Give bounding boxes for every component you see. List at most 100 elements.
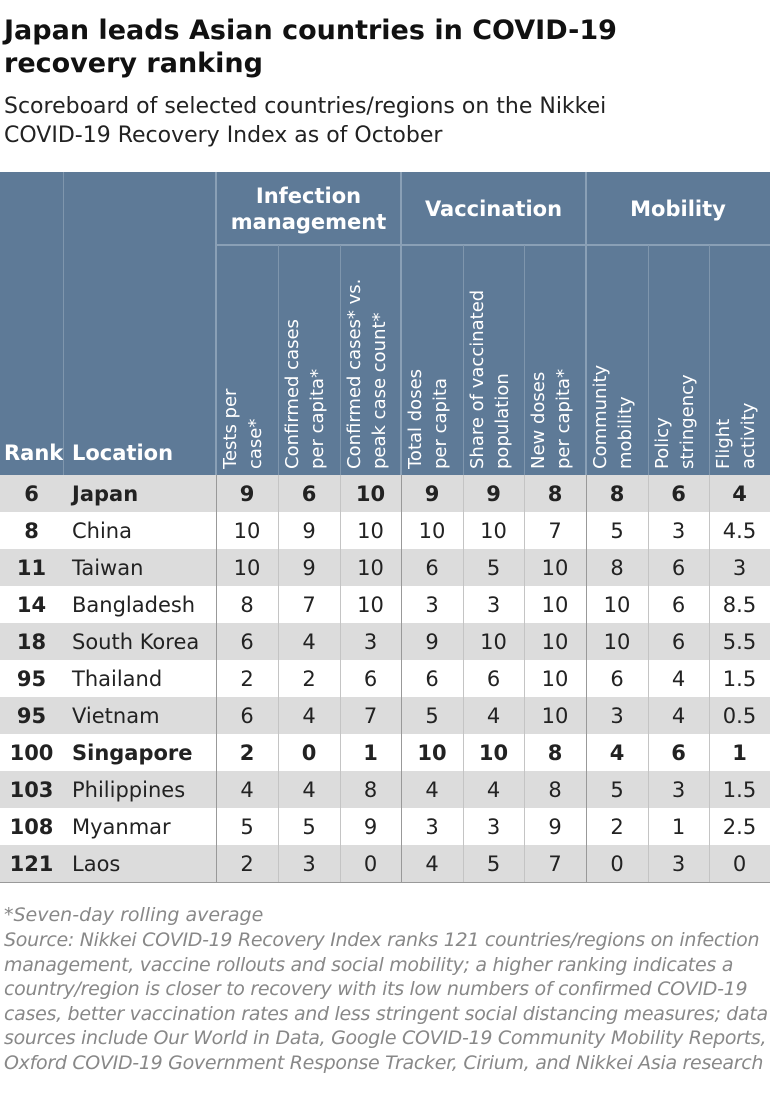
score-cell: 10: [541, 555, 569, 580]
score-cell: 6: [425, 666, 439, 691]
score-cell: 9: [302, 518, 316, 543]
rank-cell: 108: [9, 814, 54, 839]
score-cell: 6: [240, 703, 254, 728]
score-cell: 2: [240, 851, 254, 876]
score-cell: 10: [478, 740, 509, 765]
body-separator: [524, 475, 525, 882]
score-cell: 5: [240, 814, 254, 839]
score-cell: 10: [480, 629, 507, 654]
score-cell: 3: [671, 777, 686, 802]
column-header: activity: [738, 402, 759, 469]
score-cell: 5: [610, 518, 624, 543]
score-cell: 10: [541, 666, 569, 691]
group-header: Infection management: [230, 183, 387, 234]
row-bg: [0, 734, 770, 771]
score-cell: 0: [610, 851, 624, 876]
row-bg: [0, 771, 770, 808]
score-cell: 9: [239, 481, 255, 506]
column-separator: [524, 245, 525, 475]
score-cell: 1.5: [722, 666, 757, 691]
group-separator: [215, 172, 217, 475]
score-cell: 3: [425, 592, 439, 617]
score-cell: 3: [486, 592, 501, 617]
score-cell: 10: [603, 629, 631, 654]
title: Japan leads Asian countries in COVID-19 …: [4, 15, 617, 79]
column-separator: [463, 245, 464, 475]
score-cell: 2: [302, 666, 316, 691]
rank-cell: 100: [9, 740, 54, 765]
score-cell: 9: [363, 814, 378, 839]
score-cell: 10: [417, 740, 447, 765]
score-cell: 2: [610, 814, 624, 839]
score-cell: 6: [671, 629, 686, 654]
score-cell: 10: [541, 592, 569, 617]
score-cell: 8: [547, 481, 563, 506]
column-header: Share of vaccinated: [467, 289, 488, 469]
score-cell: 3: [302, 851, 316, 876]
rank-cell: 8: [24, 518, 39, 543]
score-cell: 6: [425, 555, 439, 580]
score-cell: 5: [302, 814, 316, 839]
score-cell: 4: [486, 777, 501, 802]
score-cell: 6: [671, 592, 686, 617]
column-header: Tests per: [220, 388, 241, 469]
score-cell: 6: [610, 666, 624, 691]
row-bg: [0, 549, 770, 586]
score-cell: 8: [547, 740, 563, 765]
score-cell: 3: [610, 703, 624, 728]
body-separator: [278, 475, 279, 882]
score-cell: 3: [671, 518, 686, 543]
rank-cell: 95: [16, 666, 47, 691]
score-cell: 5: [425, 703, 439, 728]
score-cell: 9: [486, 481, 501, 506]
score-cell: 4: [732, 481, 747, 506]
column-header: New doses: [528, 371, 549, 469]
table-bottom: [0, 882, 770, 883]
group-divider: [216, 244, 401, 246]
group-divider: [401, 244, 586, 246]
score-cell: 9: [548, 814, 562, 839]
location-cell: Thailand: [72, 666, 163, 691]
row-bg: [0, 845, 770, 882]
group-separator: [585, 172, 587, 475]
score-cell: 8: [609, 481, 625, 506]
score-cell: 8: [363, 777, 378, 802]
column-header: Total doses: [405, 368, 426, 469]
score-cell: 4: [302, 629, 316, 654]
column-separator: [278, 245, 279, 475]
row-bg: [0, 697, 770, 734]
score-cell: 0: [732, 851, 747, 876]
location-cell: South Korea: [72, 629, 200, 654]
score-cell: 3: [732, 555, 747, 580]
score-cell: 6: [671, 740, 686, 765]
score-cell: 10: [541, 703, 569, 728]
rank-cell: 121: [9, 851, 54, 876]
rank-header: Rank: [4, 441, 64, 465]
group-header: Vaccination: [424, 196, 563, 221]
source-note: Source: Nikkei COVID-19 Recovery Index r…: [4, 929, 768, 1074]
column-header: Flight: [713, 418, 734, 469]
score-cell: 10: [233, 518, 261, 543]
row-bg: [0, 512, 770, 549]
column-header: Confirmed cases* vs.: [344, 278, 365, 469]
location-cell: Philippines: [72, 777, 186, 802]
column-header: per capita*: [553, 368, 574, 469]
column-header: per capita: [430, 377, 451, 469]
score-cell: 8: [240, 592, 254, 617]
score-cell: 1: [732, 740, 747, 765]
column-header: population: [492, 373, 513, 469]
score-cell: 8: [610, 555, 624, 580]
score-cell: 0.5: [722, 703, 757, 728]
column-separator: [648, 245, 649, 475]
location-cell: Vietnam: [72, 703, 160, 728]
score-cell: 4: [240, 777, 254, 802]
score-cell: 1.5: [722, 777, 757, 802]
footnote: *Seven-day rolling average: [4, 904, 264, 926]
column-header: case*: [245, 418, 266, 469]
column-header: per capita*: [307, 368, 328, 469]
score-cell: 5: [486, 555, 501, 580]
column-separator: [340, 245, 341, 475]
score-cell: 7: [548, 851, 562, 876]
score-cell: 6: [301, 481, 317, 506]
row-bg: [0, 660, 770, 697]
